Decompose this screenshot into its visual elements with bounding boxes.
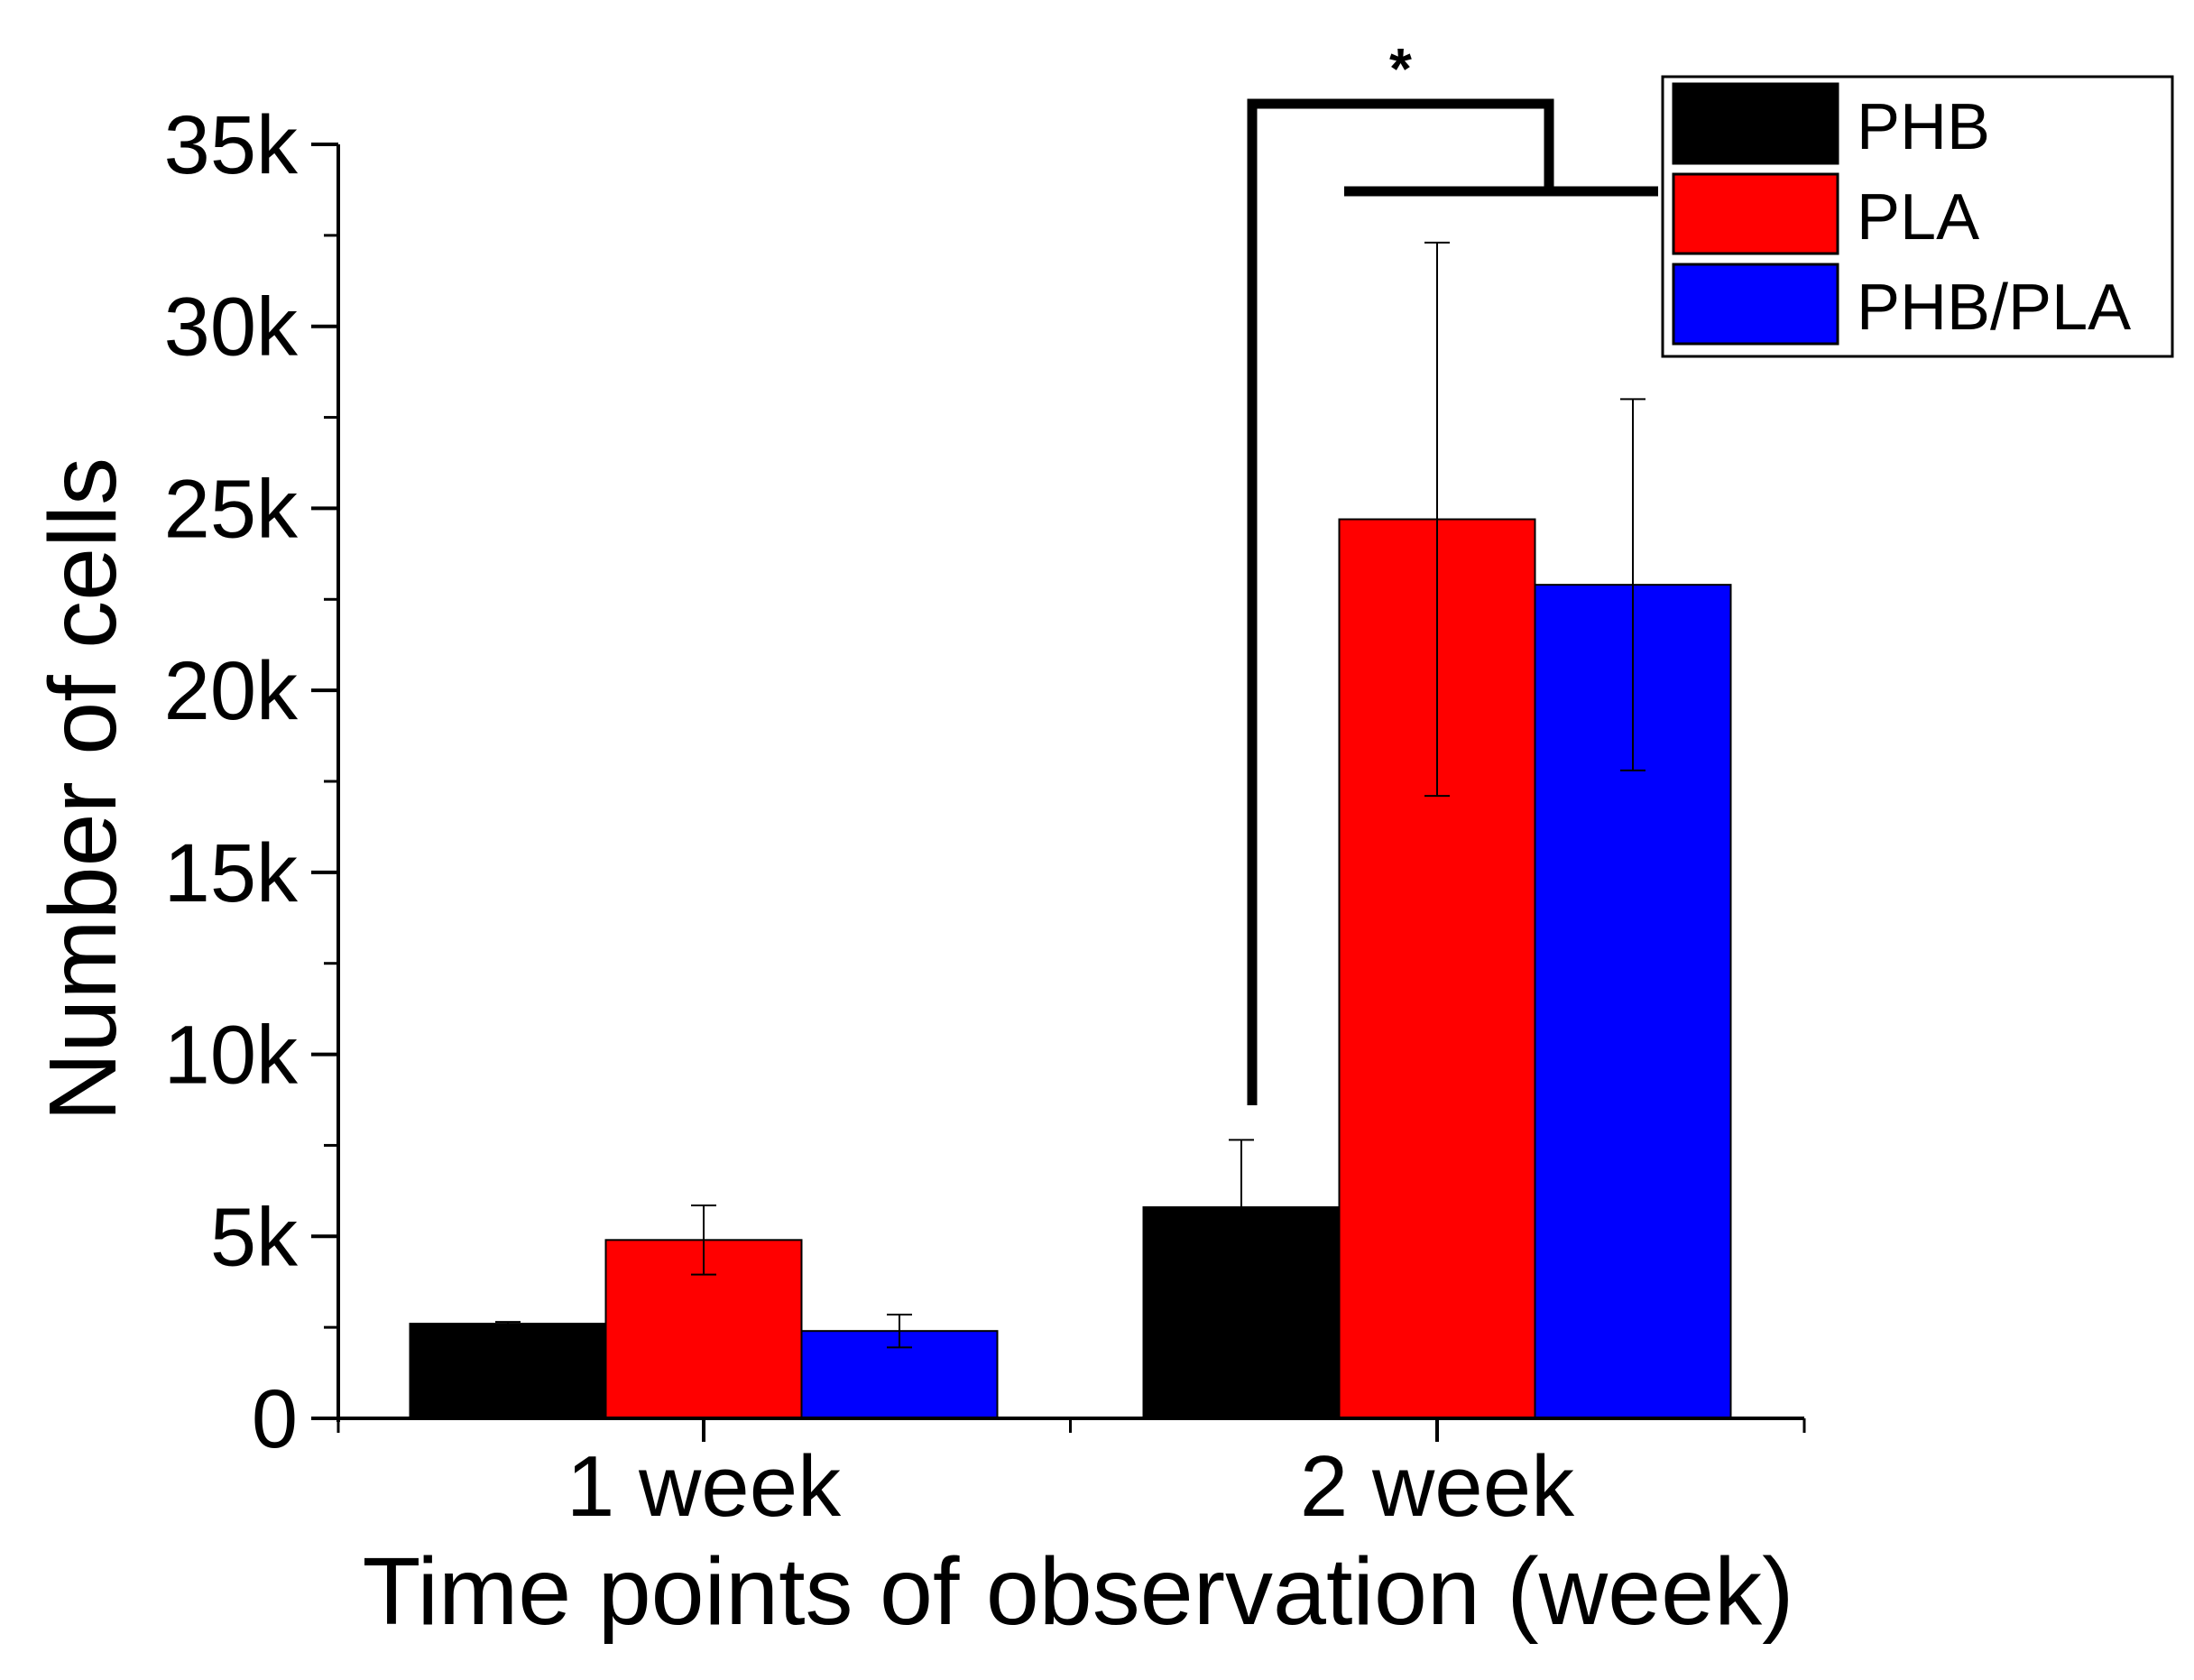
y-tick-label: 15k <box>164 827 299 919</box>
x-axis-title: Time points of observation (week) <box>363 1538 1794 1645</box>
x-tick-label: 2 week <box>1300 1438 1575 1535</box>
error-bar-phb-1 <box>495 1321 521 1327</box>
legend-swatch-pla <box>1672 172 1839 255</box>
legend: PHB PLA PHB/PLA <box>1661 75 2174 358</box>
y-tick-label: 20k <box>164 645 299 737</box>
error-bar-phb-pla-2 <box>1620 398 1646 771</box>
error-bar-phb-2 <box>1229 1139 1254 1276</box>
x-tick-label: 1 week <box>567 1438 842 1535</box>
legend-swatch-phb <box>1672 82 1839 165</box>
error-bar-pla-2 <box>1424 241 1450 798</box>
legend-label-pla: PLA <box>1857 181 1979 254</box>
y-axis-title: Number of cells <box>30 457 136 1122</box>
bars-layer <box>409 241 1732 1420</box>
significance-bracket <box>1247 98 1554 1105</box>
y-tick-label: 0 <box>252 1373 298 1465</box>
bar-phb-1 <box>409 1323 607 1419</box>
y-tick-label: 30k <box>164 282 299 374</box>
error-bar-phb-pla-1 <box>887 1314 912 1349</box>
axes-layer: 0 5k 10k 15k 20k 25k 30k 35k 1 week 2 week <box>164 99 1806 1535</box>
significance-layer: * <box>1247 36 1658 1105</box>
y-tick-label: 25k <box>164 463 299 555</box>
y-tick-label: 35k <box>164 99 299 191</box>
y-tick-label: 5k <box>210 1191 299 1283</box>
y-tick-label: 10k <box>164 1010 299 1102</box>
error-bar-pla-1 <box>691 1204 716 1276</box>
legend-swatch-phb-pla <box>1672 263 1839 346</box>
legend-label-phb: PHB <box>1857 91 1990 163</box>
significance-label: * <box>1389 36 1412 101</box>
legend-label-phb-pla: PHB/PLA <box>1857 272 2131 344</box>
